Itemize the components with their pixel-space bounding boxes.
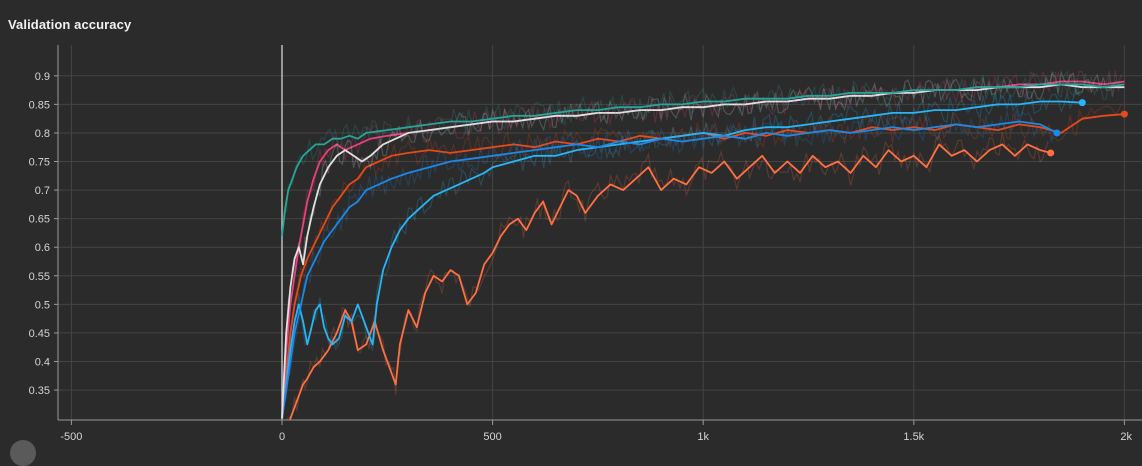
y-tick-label: 0.75 bbox=[29, 157, 50, 169]
series-raw-line bbox=[281, 103, 1122, 412]
tick-labels: 0.35 0.4 0.45 0.5 0.55 0.6 0.65 0.7 0.75 0.8 0.85 0… bbox=[29, 71, 1133, 443]
y-tick-label: 0.35 bbox=[29, 385, 50, 397]
series-raw-line bbox=[281, 88, 1080, 420]
x-tick-label: 1.5k bbox=[903, 431, 924, 443]
x-tick-label: 2k bbox=[1120, 431, 1132, 443]
x-tick-label: 500 bbox=[483, 431, 501, 443]
series-raw-line bbox=[282, 109, 1055, 420]
series-line[interactable] bbox=[282, 143, 1051, 435]
y-tick-label: 0.4 bbox=[35, 357, 50, 369]
y-tick-label: 0.85 bbox=[29, 99, 50, 111]
x-tick-label: 1k bbox=[697, 431, 709, 443]
chart-title: Validation accuracy bbox=[8, 17, 132, 32]
series-line[interactable] bbox=[281, 83, 1125, 236]
y-tick-label: 0.8 bbox=[35, 128, 50, 140]
y-tick-label: 0.55 bbox=[29, 271, 50, 283]
y-tick-label: 0.9 bbox=[35, 71, 50, 83]
series-end-marker[interactable] bbox=[1053, 129, 1061, 137]
series-line[interactable] bbox=[281, 100, 1083, 419]
x-tick-label: 0 bbox=[279, 431, 285, 443]
grid bbox=[58, 45, 1142, 420]
y-tick-label: 0.5 bbox=[35, 299, 50, 311]
series-raw-line bbox=[281, 70, 1122, 420]
series-raw-line bbox=[285, 131, 1049, 420]
x-tick-label: -500 bbox=[60, 431, 82, 443]
y-tick-label: 0.65 bbox=[29, 214, 50, 226]
series-end-marker[interactable] bbox=[1120, 110, 1128, 118]
series-lines bbox=[281, 70, 1128, 435]
series-end-marker[interactable] bbox=[1047, 149, 1055, 157]
fit-domain-button[interactable] bbox=[10, 440, 36, 466]
series-end-marker[interactable] bbox=[1078, 99, 1086, 107]
y-tick-label: 0.7 bbox=[35, 185, 50, 197]
series-raw-line bbox=[281, 70, 1122, 241]
y-tick-label: 0.6 bbox=[35, 242, 50, 254]
series-line[interactable] bbox=[281, 120, 1058, 419]
y-tick-label: 0.45 bbox=[29, 328, 50, 340]
line-chart[interactable]: 0.35 0.4 0.45 0.5 0.55 0.6 0.65 0.7 0.75 0.8 0.85 0… bbox=[0, 0, 1142, 451]
axes bbox=[54, 45, 1142, 425]
